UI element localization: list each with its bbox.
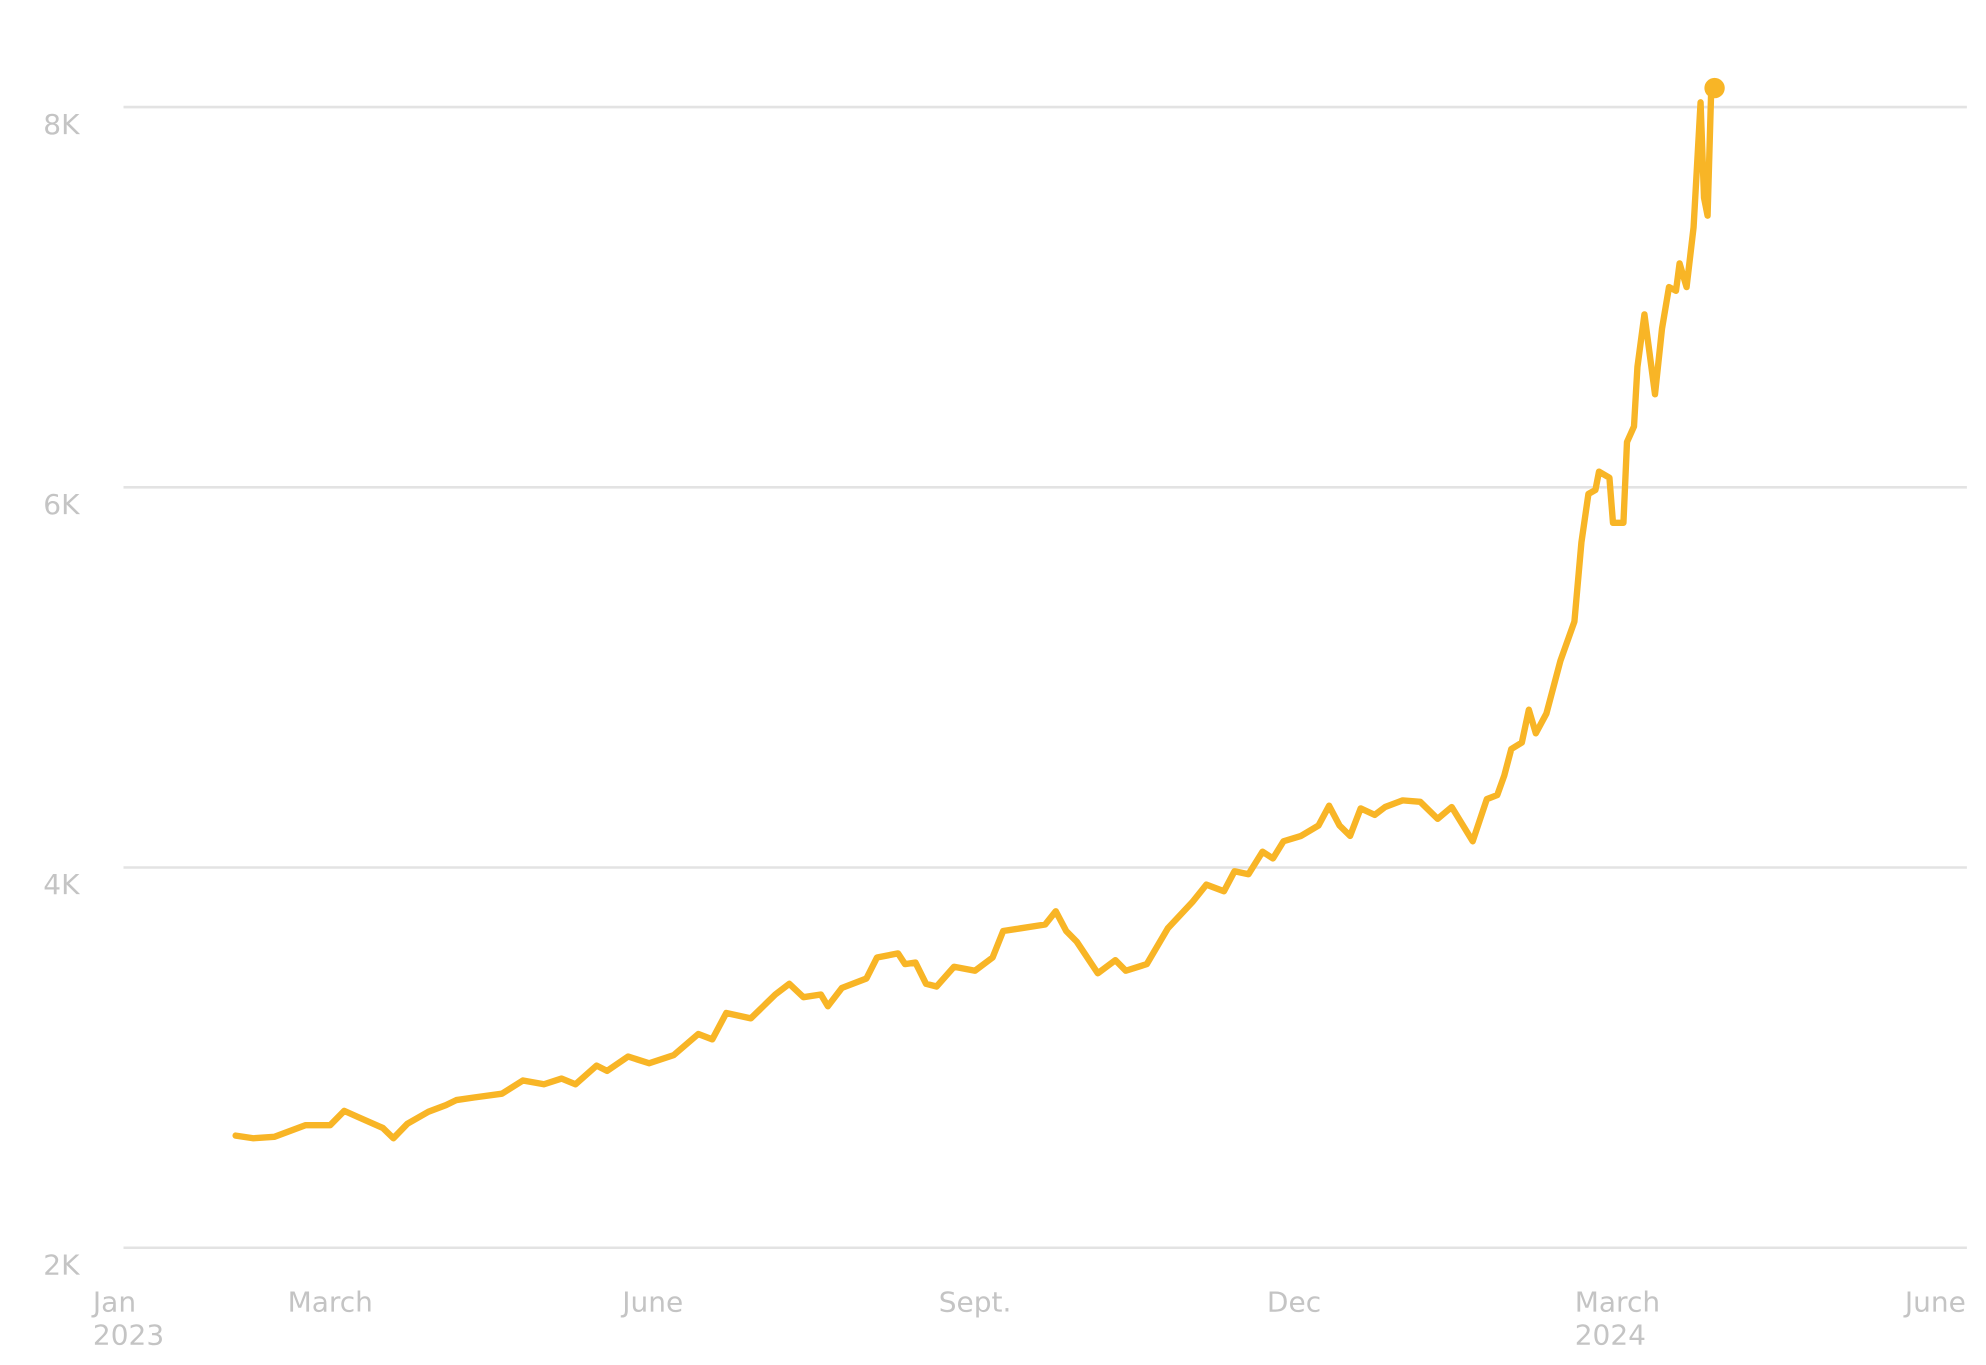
y-tick-label: 6K — [43, 488, 80, 521]
y-tick-label: 8K — [43, 108, 80, 141]
x-tick-label: Dec — [1267, 1285, 1321, 1318]
x-tick-label: March — [1575, 1285, 1660, 1318]
x-tick-label: June — [620, 1285, 683, 1318]
end-point — [1704, 77, 1725, 99]
y-tick-label: 4K — [43, 868, 80, 901]
x-tick-label: Jan — [91, 1285, 136, 1318]
x-tick-label: March — [288, 1285, 373, 1318]
x-tick-label: June — [1903, 1285, 1966, 1318]
x-tick-label: Sept. — [939, 1285, 1012, 1318]
x-tick-sublabel: 2024 — [1575, 1319, 1646, 1352]
x-tick-sublabel: 2023 — [93, 1319, 164, 1352]
y-tick-label: 2K — [43, 1248, 80, 1281]
price-line — [232, 84, 1718, 1142]
